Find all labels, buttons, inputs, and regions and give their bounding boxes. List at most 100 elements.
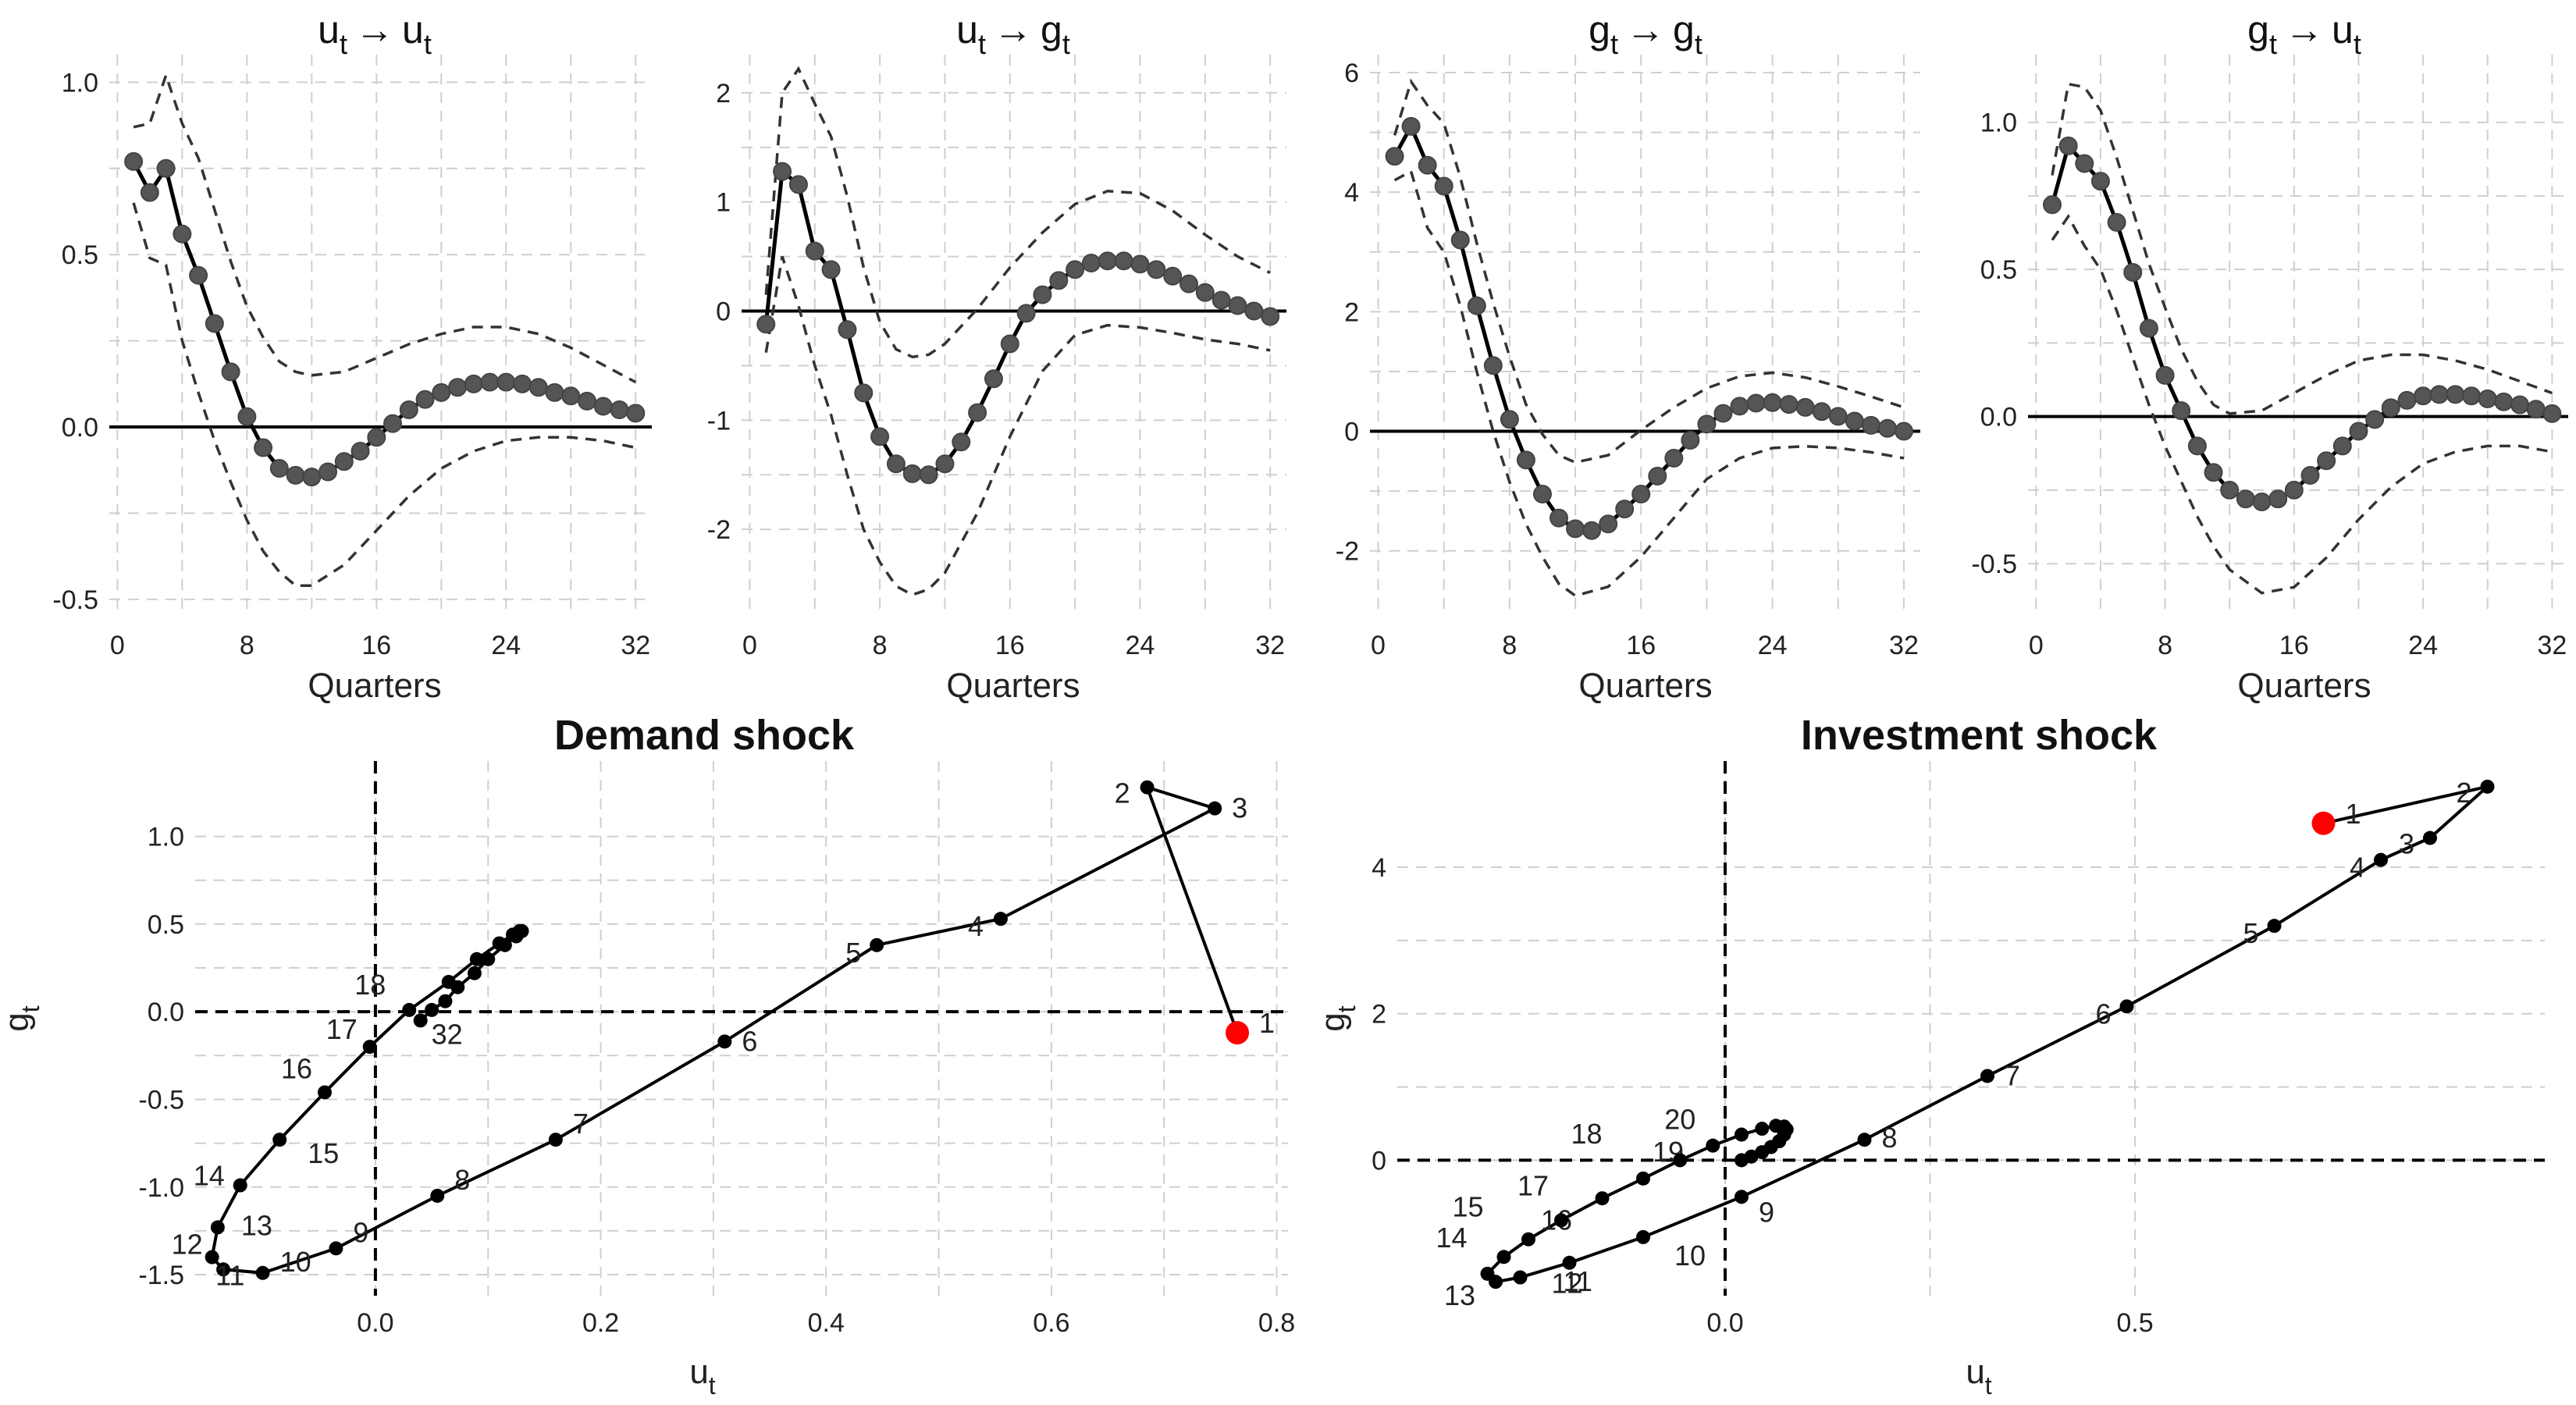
irf3-response-line [1393, 122, 1905, 533]
irf4-ytick-2: 0.5 [1980, 255, 2017, 285]
irf-panel-2: 0 8 16 24 32 -2 -1 0 1 2 [707, 55, 1286, 660]
irf-title-g-u: gt → ut [2247, 8, 2361, 60]
demand-label-5: 5 [845, 937, 861, 969]
investment-label-6: 6 [2096, 998, 2112, 1030]
irf2-point-26 [1163, 266, 1183, 286]
irf3-ytick-1: 0 [1344, 418, 1359, 447]
irf1-xtick-2: 16 [361, 631, 391, 660]
demand-ytick-0: -1.5 [138, 1261, 184, 1290]
irf-xlabel-2: Quarters [946, 667, 1080, 705]
irf1-band-upper [133, 71, 637, 384]
investment-point-8 [1857, 1133, 1872, 1147]
demand-point-27 [481, 951, 496, 966]
irf2-xtick-2: 16 [995, 631, 1025, 660]
demand-label-3: 3 [1232, 792, 1247, 824]
irf3-xtick-3: 24 [1758, 631, 1788, 660]
irf4-point-21 [2365, 410, 2385, 429]
investment-ytick-1: 2 [1372, 1000, 1386, 1030]
irf1-point-16 [367, 428, 386, 447]
irf4-ytick-1: 0.0 [1980, 403, 2017, 432]
irf1-point-30 [593, 397, 613, 416]
demand-label-2: 2 [1115, 777, 1130, 809]
demand-point-11 [216, 1262, 231, 1277]
investment-ytick-0: 0 [1372, 1146, 1386, 1176]
demand-label-8: 8 [454, 1164, 470, 1196]
irf1-point-9 [254, 438, 273, 457]
irf3-point-5 [1450, 230, 1470, 250]
irf3-point-9 [1516, 450, 1535, 470]
irf3-point-26 [1795, 397, 1815, 417]
investment-point-4 [2374, 852, 2388, 867]
irf3-xtick-1: 8 [1502, 631, 1517, 660]
irf2-point-4 [805, 241, 824, 261]
irf4-band-lower [2051, 213, 2553, 595]
irf1-xtick-0: 0 [110, 631, 125, 660]
irf4-xtick-2: 16 [2279, 631, 2309, 660]
investment-label-15: 15 [1453, 1190, 1484, 1222]
demand-point-29 [450, 980, 465, 994]
irf4-point-8 [2155, 365, 2175, 385]
irf3-ytick-0: -2 [1336, 537, 1359, 567]
irf3-point-29 [1845, 411, 1864, 431]
irf1-point-7 [221, 362, 240, 382]
irf4-point-32 [2542, 404, 2562, 423]
irf4-point-31 [2526, 400, 2546, 419]
irf1-point-11 [286, 465, 305, 485]
irf2-xtick-1: 8 [873, 631, 888, 660]
irf3-xtick-4: 32 [1889, 631, 1919, 660]
irf3-point-27 [1812, 402, 1831, 422]
irf2-band-upper [764, 66, 1271, 359]
irf2-point-18 [1033, 285, 1052, 304]
irf3-point-23 [1746, 393, 1766, 413]
demand-label-6: 6 [742, 1025, 757, 1057]
irf4-point-3 [2075, 154, 2094, 173]
irf2-ytick-4: 2 [716, 79, 731, 108]
investment-point-12 [1513, 1270, 1528, 1285]
irf1-xtick-3: 24 [491, 631, 521, 660]
investment-label-18: 18 [1571, 1118, 1603, 1150]
investment-point-23 [1755, 1122, 1770, 1136]
demand-point-25 [509, 929, 524, 944]
investment-point-11 [1562, 1255, 1577, 1270]
demand-label-4: 4 [968, 910, 984, 942]
irf4-point-4 [2090, 172, 2110, 191]
irf4-point-1 [2042, 195, 2062, 215]
investment-point-5 [2267, 919, 2282, 934]
demand-shock-title: Demand shock [554, 712, 855, 759]
irf3-point-11 [1550, 508, 1569, 528]
irf4-point-9 [2172, 401, 2191, 421]
irf2-xtick-0: 0 [742, 631, 757, 660]
investment-point-30 [1755, 1145, 1770, 1160]
investment-point-19 [1636, 1171, 1650, 1186]
demand-ytick-2: -0.5 [138, 1085, 184, 1115]
irf3-xtick-2: 16 [1626, 631, 1656, 660]
investment-label-8: 8 [1882, 1122, 1898, 1154]
irf2-point-25 [1147, 260, 1166, 279]
irf3-xtick-0: 0 [1371, 631, 1386, 660]
irf3-ytick-2: 2 [1344, 297, 1359, 327]
demand-trajectory [210, 784, 1239, 1275]
irf3-point-16 [1631, 484, 1651, 503]
investment-label-17: 17 [1517, 1169, 1549, 1201]
irf3-point-13 [1582, 521, 1602, 540]
irf4-point-7 [2139, 318, 2158, 338]
irf3-point-19 [1681, 431, 1700, 450]
irf4-xtick-0: 0 [2029, 631, 2044, 660]
investment-label-5: 5 [2243, 917, 2259, 949]
irf4-point-6 [2123, 262, 2143, 282]
investment-label-4: 4 [2350, 852, 2365, 884]
irf2-point-5 [821, 260, 841, 279]
investment-label-11: 11 [1564, 1265, 1592, 1297]
irf2-point-28 [1195, 283, 1215, 302]
irf4-point-2 [2058, 136, 2078, 155]
irf2-point-9 [886, 454, 906, 474]
irf3-point-12 [1566, 519, 1585, 539]
irf2-point-31 [1244, 301, 1264, 321]
irf-panel-1: 0 8 16 24 32 -0.5 0.0 0.5 1.0 [52, 55, 652, 660]
irf4-point-27 [2462, 386, 2482, 406]
irf4-band-upper [2051, 82, 2553, 415]
irf1-point-6 [205, 314, 224, 333]
demand-point-18 [402, 1002, 417, 1017]
